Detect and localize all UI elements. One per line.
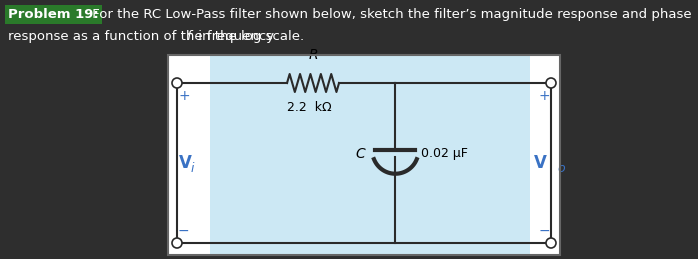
Circle shape [546, 78, 556, 88]
Text: +: + [538, 89, 550, 103]
Text: −: − [538, 224, 550, 238]
Text: $\mathbf{V}$: $\mathbf{V}$ [178, 154, 193, 172]
Text: 0.02 μF: 0.02 μF [422, 147, 468, 160]
Text: −: − [178, 224, 190, 238]
Circle shape [546, 238, 556, 248]
Text: Problem 19:: Problem 19: [8, 8, 98, 21]
Text: in the log scale.: in the log scale. [194, 30, 304, 43]
Bar [168, 55, 560, 255]
Text: $\mathbf{V}$: $\mathbf{V}$ [533, 154, 548, 172]
Text: R: R [309, 48, 318, 62]
Text: i: i [191, 162, 195, 176]
Text: f: f [186, 30, 191, 43]
Bar [168, 55, 560, 255]
Text: For the RC Low-Pass filter shown below, sketch the filter’s magnitude response a: For the RC Low-Pass filter shown below, … [88, 8, 692, 21]
Text: response as a function of the frequency: response as a function of the frequency [8, 30, 279, 43]
Text: C: C [355, 147, 365, 161]
Circle shape [172, 78, 182, 88]
Text: o: o [557, 162, 565, 176]
Text: +: + [178, 89, 190, 103]
Text: 2.2  kΩ: 2.2 kΩ [287, 101, 332, 114]
Circle shape [172, 238, 182, 248]
Bar [210, 55, 530, 255]
